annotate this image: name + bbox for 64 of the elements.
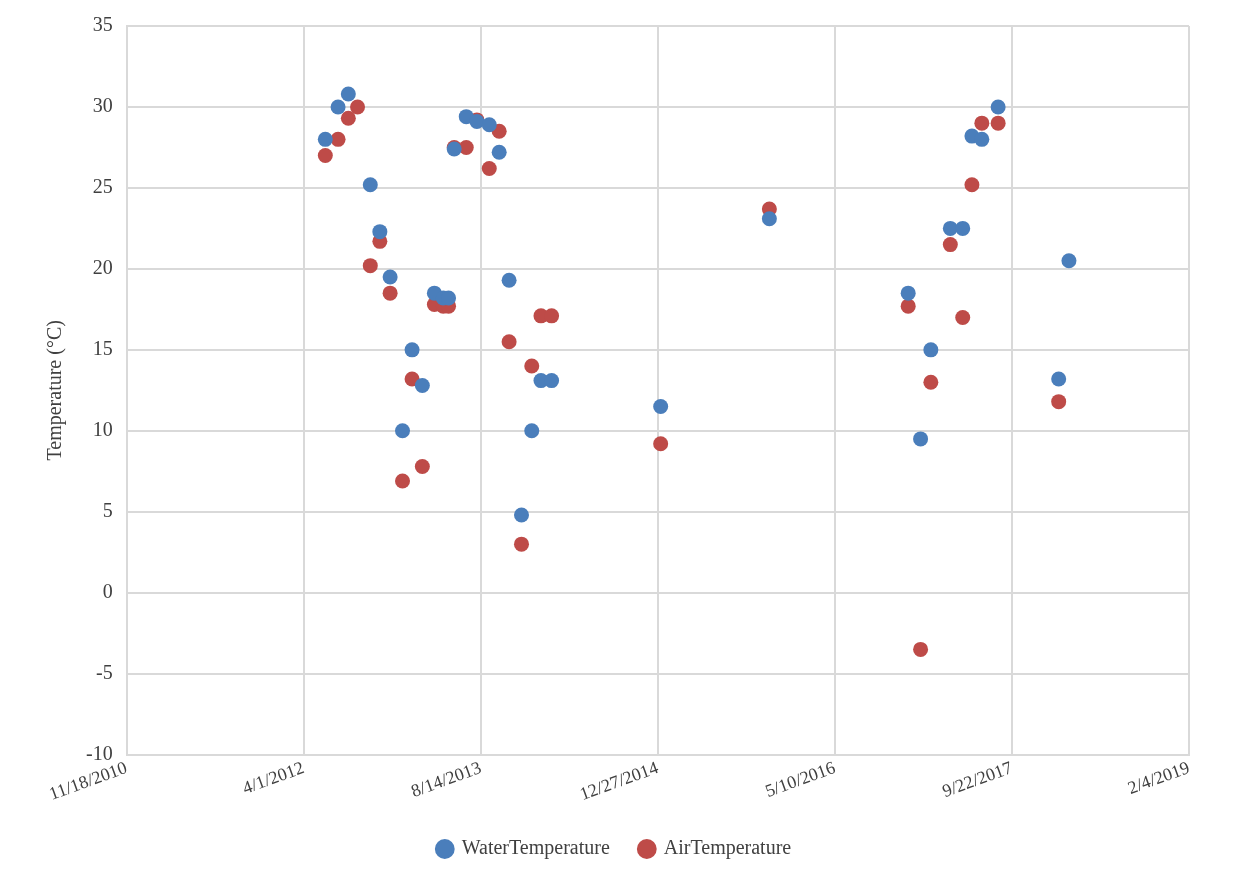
- y-tick-label: 30: [92, 94, 113, 117]
- y-tick-label: 20: [92, 256, 113, 279]
- point: [458, 139, 474, 155]
- point: [330, 99, 346, 115]
- point: [414, 377, 430, 393]
- point: [544, 308, 560, 324]
- point: [1051, 371, 1067, 387]
- point: [923, 342, 939, 358]
- point: [653, 436, 669, 452]
- point: [900, 298, 916, 314]
- y-tick-label: -10: [85, 741, 113, 764]
- point: [524, 423, 540, 439]
- point: [395, 473, 411, 489]
- point: [955, 220, 971, 236]
- point: [362, 258, 378, 274]
- point: [913, 641, 929, 657]
- y-tick-label: 5: [102, 499, 113, 522]
- point: [1061, 253, 1077, 269]
- point: [964, 177, 980, 193]
- point: [900, 285, 916, 301]
- y-tick-label: 35: [92, 13, 113, 36]
- point: [514, 536, 529, 552]
- point: [382, 285, 398, 301]
- point: [317, 131, 333, 147]
- point: [382, 269, 398, 285]
- point: [330, 131, 346, 147]
- point: [974, 115, 990, 131]
- y-tick-label: 0: [102, 579, 113, 602]
- point: [974, 131, 990, 147]
- y-tick-label: 15: [92, 337, 113, 360]
- point: [524, 358, 540, 374]
- point: [340, 86, 356, 102]
- y-tick-label: 10: [92, 418, 113, 441]
- point: [372, 224, 388, 240]
- point: [395, 423, 411, 439]
- y-tick-label: -5: [95, 660, 113, 683]
- point: [317, 148, 333, 164]
- point: [481, 160, 497, 176]
- point: [491, 144, 507, 160]
- point: [942, 220, 958, 236]
- y-axis-title: Temperature (°C): [43, 320, 67, 461]
- point: [990, 99, 1006, 115]
- point: [340, 110, 356, 126]
- point: [481, 117, 497, 133]
- y-tick-label: 25: [92, 175, 113, 198]
- legend-label: AirTemperature: [663, 836, 792, 860]
- point: [913, 431, 929, 447]
- legend-label: WaterTemperature: [461, 836, 610, 860]
- point: [761, 211, 777, 227]
- point: [990, 115, 1006, 131]
- point: [362, 177, 378, 193]
- x-tick-label: 4/1/2012: [239, 757, 307, 798]
- point: [414, 458, 430, 474]
- point: [514, 507, 529, 523]
- point: [404, 342, 420, 358]
- point: [350, 99, 366, 115]
- point: [653, 399, 669, 415]
- point: [501, 272, 517, 288]
- point: [501, 334, 517, 350]
- point: [942, 237, 958, 253]
- point: [955, 309, 971, 325]
- point: [544, 373, 560, 389]
- point: [923, 374, 939, 390]
- point: [1051, 394, 1067, 410]
